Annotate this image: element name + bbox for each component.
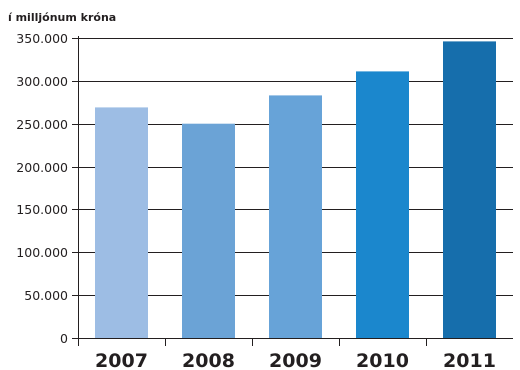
x-tick-label: 2009 (269, 350, 322, 370)
y-tick-label: 200.000 (16, 160, 68, 175)
y-tick-label: 100.000 (16, 245, 68, 260)
y-tick-label: 250.000 (16, 117, 68, 132)
y-axis-tick-labels: 0 50.000 100.000 150.000 200.000 250.000 300.0… (16, 31, 68, 346)
bar-2011 (443, 41, 496, 339)
y-tick-label: 350.000 (16, 31, 68, 46)
bars (95, 41, 496, 339)
y-tick-label: 150.000 (16, 202, 68, 217)
x-tick-label: 2008 (182, 350, 235, 370)
bar-2008 (182, 123, 235, 338)
y-tick-label: 50.000 (24, 288, 68, 303)
y-tick-label: 0 (60, 331, 68, 346)
bar-2007 (95, 107, 148, 339)
bar-2010 (356, 71, 409, 339)
bar-2009 (269, 95, 322, 339)
x-axis-tick-labels: 2007 2008 2009 2010 2011 (95, 350, 496, 370)
axes (77, 36, 513, 346)
x-tick-label: 2007 (95, 350, 148, 370)
unit-label: í milljónum króna (8, 11, 116, 24)
y-tick-label: 300.000 (16, 74, 68, 89)
x-tick-label: 2010 (356, 350, 409, 370)
x-tick-label: 2011 (443, 350, 496, 370)
